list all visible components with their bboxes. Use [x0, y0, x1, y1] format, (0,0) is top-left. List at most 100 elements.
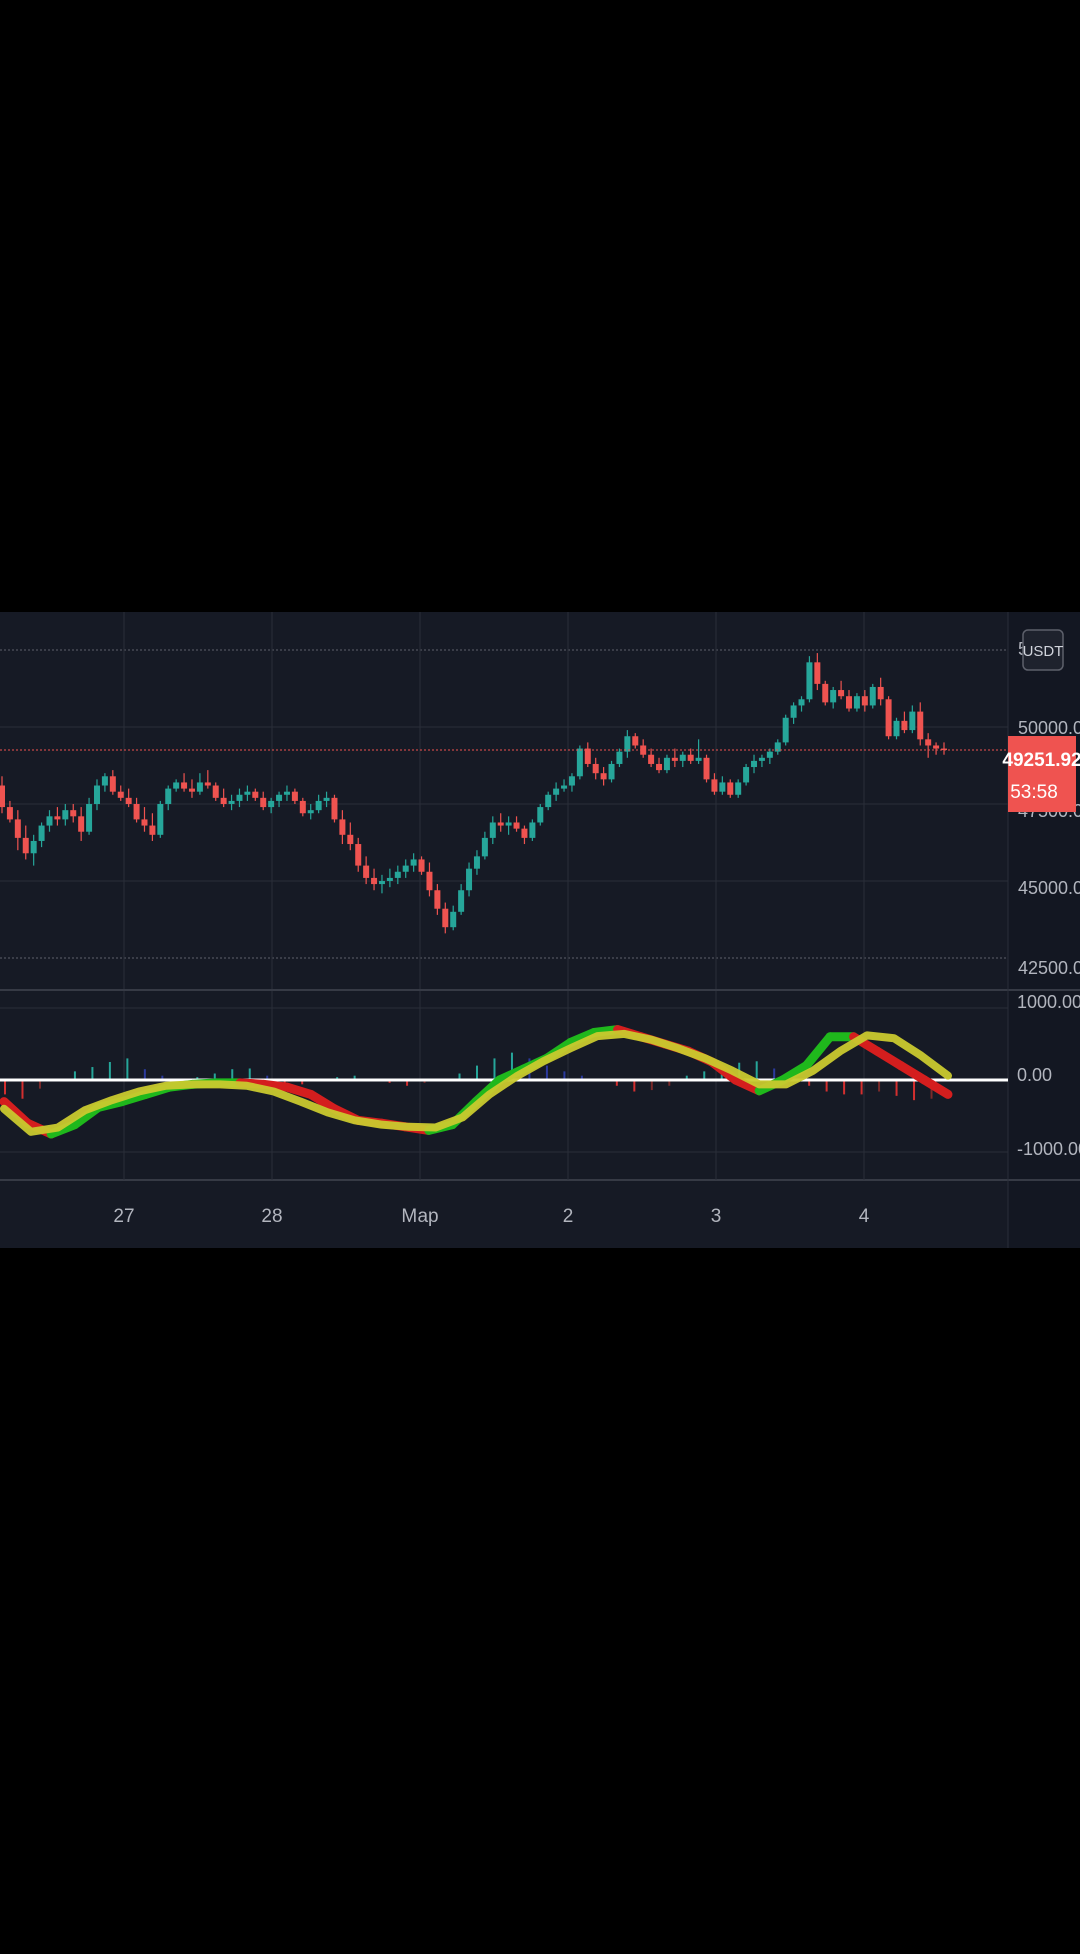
candle-body: [196, 782, 203, 792]
candle-body: [869, 686, 876, 706]
candle-body: [14, 819, 21, 838]
candle-body: [925, 739, 932, 746]
chart-background: [0, 612, 1080, 1248]
candle-body: [315, 800, 322, 811]
histogram-bar: [73, 1071, 76, 1080]
histogram-bar: [773, 1068, 776, 1080]
time-axis-label: 4: [859, 1206, 870, 1227]
time-axis-label: 27: [113, 1206, 134, 1227]
price-axis-label: 42500.00: [1018, 958, 1080, 978]
candle-body: [109, 776, 116, 792]
ma-fast-segment: [778, 1061, 811, 1085]
candle-body: [181, 782, 188, 789]
candle-body: [6, 807, 13, 820]
price-markers: USDT 49251.92 53:58: [0, 629, 1080, 812]
ma-fast-segment: [872, 1046, 906, 1071]
candle-body: [386, 877, 393, 881]
histogram-bar: [38, 1080, 41, 1089]
candle-body: [679, 754, 686, 761]
histogram-bar: [633, 1080, 636, 1092]
candle-body: [458, 890, 465, 912]
candle-body: [830, 690, 837, 703]
candle-body: [434, 890, 441, 909]
candle-body: [798, 699, 805, 706]
candle-body: [766, 751, 773, 758]
candle-body: [236, 794, 243, 801]
ma-fast-segment: [306, 1089, 339, 1114]
candle-body: [917, 711, 924, 740]
histogram-bar: [301, 1080, 304, 1085]
histogram-bar: [545, 1065, 548, 1080]
histogram-bar: [353, 1075, 356, 1080]
histogram-bar: [476, 1065, 478, 1080]
histogram-bar: [266, 1075, 269, 1080]
candle-body: [204, 782, 211, 786]
candle-body: [711, 779, 718, 792]
histogram-bar: [878, 1080, 881, 1092]
candle-body: [244, 791, 251, 795]
candle-body: [62, 810, 69, 820]
ma-slow-line: [0, 1029, 952, 1136]
candle-body: [846, 696, 853, 709]
ma-lines: [0, 1025, 1008, 1139]
candle-body: [513, 822, 520, 829]
candle-body: [450, 911, 457, 928]
histogram-bar: [563, 1071, 566, 1080]
histogram-bar: [21, 1080, 24, 1099]
candle-body: [268, 800, 275, 808]
candle-body: [276, 794, 283, 801]
candle-body: [782, 717, 789, 743]
candle-body: [656, 763, 663, 771]
candle-body: [46, 816, 53, 826]
candle-body: [355, 844, 362, 866]
price-axis-label: 50000.00: [1018, 718, 1080, 738]
candle-body: [141, 819, 148, 826]
histogram-bar: [406, 1080, 409, 1086]
histogram-bar: [808, 1080, 811, 1086]
candle-body: [260, 797, 267, 808]
candle-body: [893, 720, 900, 737]
candle-body: [774, 742, 781, 752]
candle-body: [568, 776, 575, 786]
histogram-bar: [4, 1080, 6, 1095]
candle-body: [545, 794, 552, 808]
histogram-bar: [615, 1080, 618, 1086]
histogram-bar: [703, 1071, 706, 1080]
candle-body: [149, 825, 156, 835]
histogram-bar: [685, 1075, 688, 1080]
candle-body: [648, 754, 655, 764]
histogram-bar: [126, 1058, 129, 1080]
histogram-bar: [493, 1058, 496, 1080]
candle-body: [909, 711, 916, 731]
histogram-bar: [161, 1075, 164, 1080]
candle-body: [442, 908, 449, 928]
candle-body: [22, 837, 29, 854]
candle-body: [117, 791, 124, 798]
candle-body: [933, 745, 940, 749]
candle-body: [93, 785, 100, 804]
time-axis-label: Мар: [401, 1206, 438, 1227]
axes: 550000.0047500.0045000.0042500.001000.00…: [113, 639, 1080, 1227]
candle-body: [38, 825, 45, 841]
candle-body: [616, 751, 623, 764]
candle-body: [885, 699, 892, 737]
candle-body: [252, 791, 259, 798]
candle-body: [426, 871, 433, 891]
candle-body: [489, 822, 496, 838]
candle-body: [418, 859, 425, 872]
histogram-bar: [843, 1080, 846, 1095]
candlestick-series: [0, 653, 947, 934]
candle-body: [228, 800, 235, 804]
candle-body: [600, 773, 607, 780]
candle-body: [735, 782, 742, 795]
candle-body: [86, 804, 93, 832]
candle-body: [125, 797, 132, 804]
candle-body: [347, 834, 354, 845]
currency-button: [1022, 629, 1064, 671]
candle-body: [101, 776, 108, 786]
time-axis-label: 2: [563, 1206, 574, 1227]
candle-body: [671, 757, 678, 761]
candle-body: [640, 745, 647, 755]
candle-body: [402, 865, 409, 872]
time-axis-label: 28: [261, 1206, 282, 1227]
